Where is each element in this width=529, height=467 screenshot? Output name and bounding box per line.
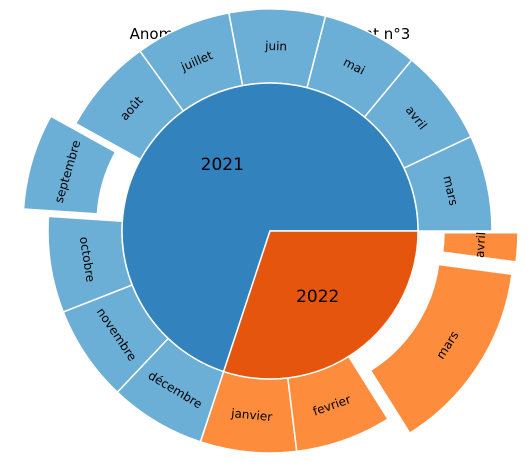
inner-wedge-2022: [222, 230, 419, 380]
month-label-octobre-2021: octobre: [77, 236, 98, 283]
inner-ring: [121, 82, 419, 380]
outer-ring: [22, 8, 519, 454]
outer-wedge-mars-2022: [369, 263, 513, 435]
month-label-janvier-2022: janvier: [230, 406, 273, 424]
month-label-juin-2021: juin: [264, 39, 287, 54]
month-label-mars-2021: mars: [440, 174, 460, 207]
inner-wedge-2021: [121, 82, 419, 373]
year-label-2022: 2022: [296, 287, 339, 307]
month-label-avril-2022: avril: [473, 231, 489, 258]
year-label-2021: 2021: [201, 155, 244, 175]
outer-wedge-avril-2022: [441, 231, 519, 263]
outer-wedge-septembre-2021: [22, 115, 117, 215]
